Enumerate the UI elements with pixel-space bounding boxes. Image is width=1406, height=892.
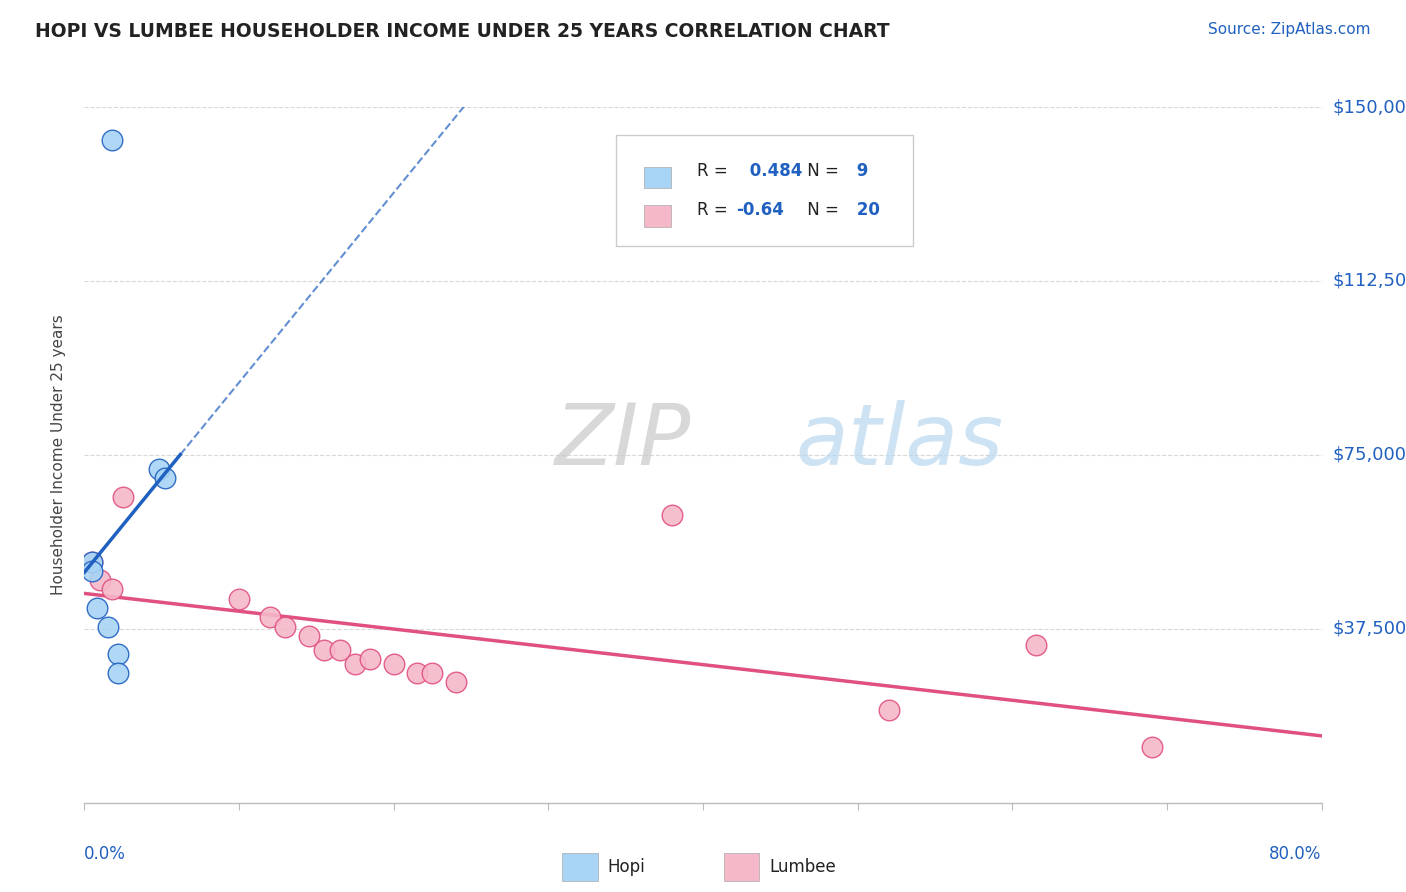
Text: 20: 20 — [852, 201, 880, 219]
Point — [405, 665, 427, 680]
Point — [297, 629, 319, 643]
Point — [422, 665, 444, 680]
Text: HOPI VS LUMBEE HOUSEHOLDER INCOME UNDER 25 YEARS CORRELATION CHART: HOPI VS LUMBEE HOUSEHOLDER INCOME UNDER … — [35, 22, 890, 41]
Text: atlas: atlas — [796, 400, 1004, 483]
Point — [101, 582, 124, 597]
Text: N =: N = — [801, 162, 844, 180]
Text: 0.484: 0.484 — [744, 162, 803, 180]
Text: Lumbee: Lumbee — [769, 858, 835, 876]
Point — [877, 703, 900, 717]
Text: $112,500: $112,500 — [1333, 272, 1406, 290]
Point — [274, 619, 297, 633]
Text: 80.0%: 80.0% — [1270, 845, 1322, 863]
Point — [82, 555, 104, 569]
Text: $37,500: $37,500 — [1333, 620, 1406, 638]
Point — [96, 619, 118, 633]
Point — [312, 642, 335, 657]
Point — [82, 564, 104, 578]
FancyBboxPatch shape — [616, 135, 914, 246]
Point — [86, 601, 108, 615]
Text: ZIP: ZIP — [554, 400, 690, 483]
Point — [328, 642, 352, 657]
Text: Hopi: Hopi — [607, 858, 645, 876]
Y-axis label: Householder Income Under 25 years: Householder Income Under 25 years — [51, 315, 66, 595]
Point — [1140, 740, 1163, 755]
Text: N =: N = — [801, 201, 844, 219]
FancyBboxPatch shape — [644, 167, 671, 188]
Text: 9: 9 — [852, 162, 869, 180]
Point — [107, 648, 129, 662]
Point — [82, 555, 104, 569]
Point — [107, 665, 129, 680]
Point — [148, 462, 170, 476]
Point — [101, 132, 124, 146]
Point — [382, 657, 405, 671]
Point — [343, 657, 366, 671]
Text: R =: R = — [697, 162, 733, 180]
Point — [112, 490, 135, 504]
Text: R =: R = — [697, 201, 733, 219]
Point — [89, 573, 111, 587]
Text: Source: ZipAtlas.com: Source: ZipAtlas.com — [1208, 22, 1371, 37]
Point — [259, 610, 281, 624]
Point — [360, 652, 382, 666]
Point — [1024, 638, 1046, 652]
FancyBboxPatch shape — [644, 205, 671, 227]
Text: $75,000: $75,000 — [1333, 446, 1406, 464]
Point — [661, 508, 683, 523]
Point — [444, 675, 467, 690]
Text: 0.0%: 0.0% — [84, 845, 127, 863]
Text: -0.64: -0.64 — [737, 201, 785, 219]
Text: $150,000: $150,000 — [1333, 98, 1406, 116]
Point — [153, 471, 176, 485]
Point — [228, 591, 250, 606]
